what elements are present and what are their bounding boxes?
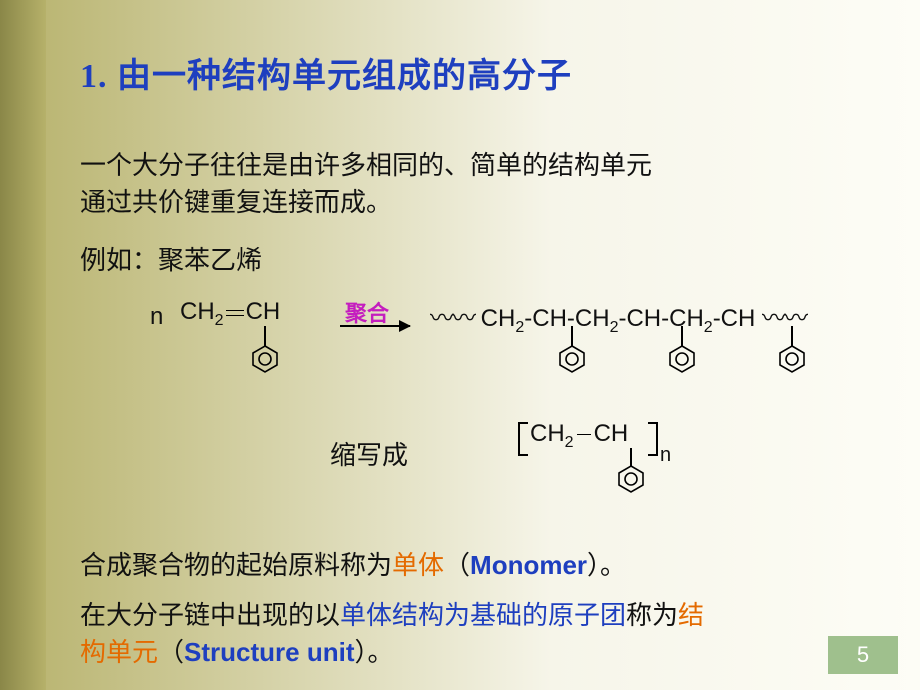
paragraph-line-2: 通过共价键重复连接而成。 — [80, 182, 392, 219]
page-number: 5 — [857, 642, 869, 668]
monomer-sub: 2 — [215, 312, 224, 329]
su-term-part1: 结 — [678, 601, 704, 630]
benzene-icon — [250, 344, 280, 374]
abbr-structure: CH2CH n — [530, 420, 628, 452]
bond-line — [681, 326, 683, 346]
su-post1: 称为 — [626, 601, 678, 630]
mono-paren-close: ）。 — [587, 551, 626, 580]
reaction-arrow-icon — [340, 325, 410, 327]
su-en: Structure unit — [184, 637, 354, 667]
monomer-definition: 合成聚合物的起始原料称为单体（Monomer）。 — [80, 545, 626, 582]
su-pre: 在大分子链中出现的以 — [80, 601, 340, 630]
example-label: 例如：聚苯乙烯 — [80, 240, 262, 277]
wiggle-left-icon: 〰〰 — [430, 305, 474, 332]
abbr-sub: 2 — [565, 434, 574, 451]
su-paren-close: ）。 — [354, 638, 393, 667]
bond-line — [791, 326, 793, 346]
su-term-part2: 构单元 — [80, 638, 158, 667]
benzene-icon — [557, 344, 587, 374]
bracket-left-icon — [518, 422, 528, 456]
bracket-right-icon — [648, 422, 658, 456]
mono-en: Monomer — [470, 550, 587, 580]
su-mid: 单体结构为基础的原子团 — [340, 601, 626, 630]
slide: 1. 由一种结构单元组成的高分子 一个大分子往往是由许多相同的、简单的结构单元 … — [0, 0, 920, 690]
monomer-right: CH — [246, 298, 281, 325]
monomer-left: CH — [180, 298, 215, 325]
mono-paren-open: （ — [444, 551, 470, 580]
benzene-icon — [777, 344, 807, 374]
paragraph-line-1: 一个大分子往往是由许多相同的、简单的结构单元 — [80, 145, 652, 182]
mono-term: 单体 — [392, 551, 444, 580]
benzene-icon — [667, 344, 697, 374]
benzene-icon — [616, 464, 646, 494]
abbr-label: 缩写成 — [330, 435, 408, 472]
abbr-subscript-n: n — [660, 444, 671, 467]
polymerize-label: 聚合 — [345, 296, 389, 328]
sidebar-gradient — [0, 0, 46, 690]
slide-title: 1. 由一种结构单元组成的高分子 — [80, 48, 572, 97]
structure-unit-definition-1: 在大分子链中出现的以单体结构为基础的原子团称为结 — [80, 595, 704, 632]
bond-line — [571, 326, 573, 346]
polymer-chain: 〰〰 CH2-CH-CH2-CH-CH2-CH 〰〰 — [430, 298, 806, 337]
mono-pre: 合成聚合物的起始原料称为 — [80, 551, 392, 580]
page-number-box: 5 — [828, 636, 898, 674]
double-bond-icon — [226, 310, 244, 316]
structure-unit-definition-2: 构单元（Structure unit）。 — [80, 632, 394, 669]
abbr-right: CH — [594, 420, 629, 447]
single-bond-icon — [577, 434, 591, 435]
reaction-coeff: n — [150, 303, 163, 331]
su-paren-open: （ — [158, 638, 184, 667]
wiggle-right-icon: 〰〰 — [762, 305, 806, 332]
abbr-left: CH — [530, 420, 565, 447]
bond-line — [264, 326, 266, 346]
